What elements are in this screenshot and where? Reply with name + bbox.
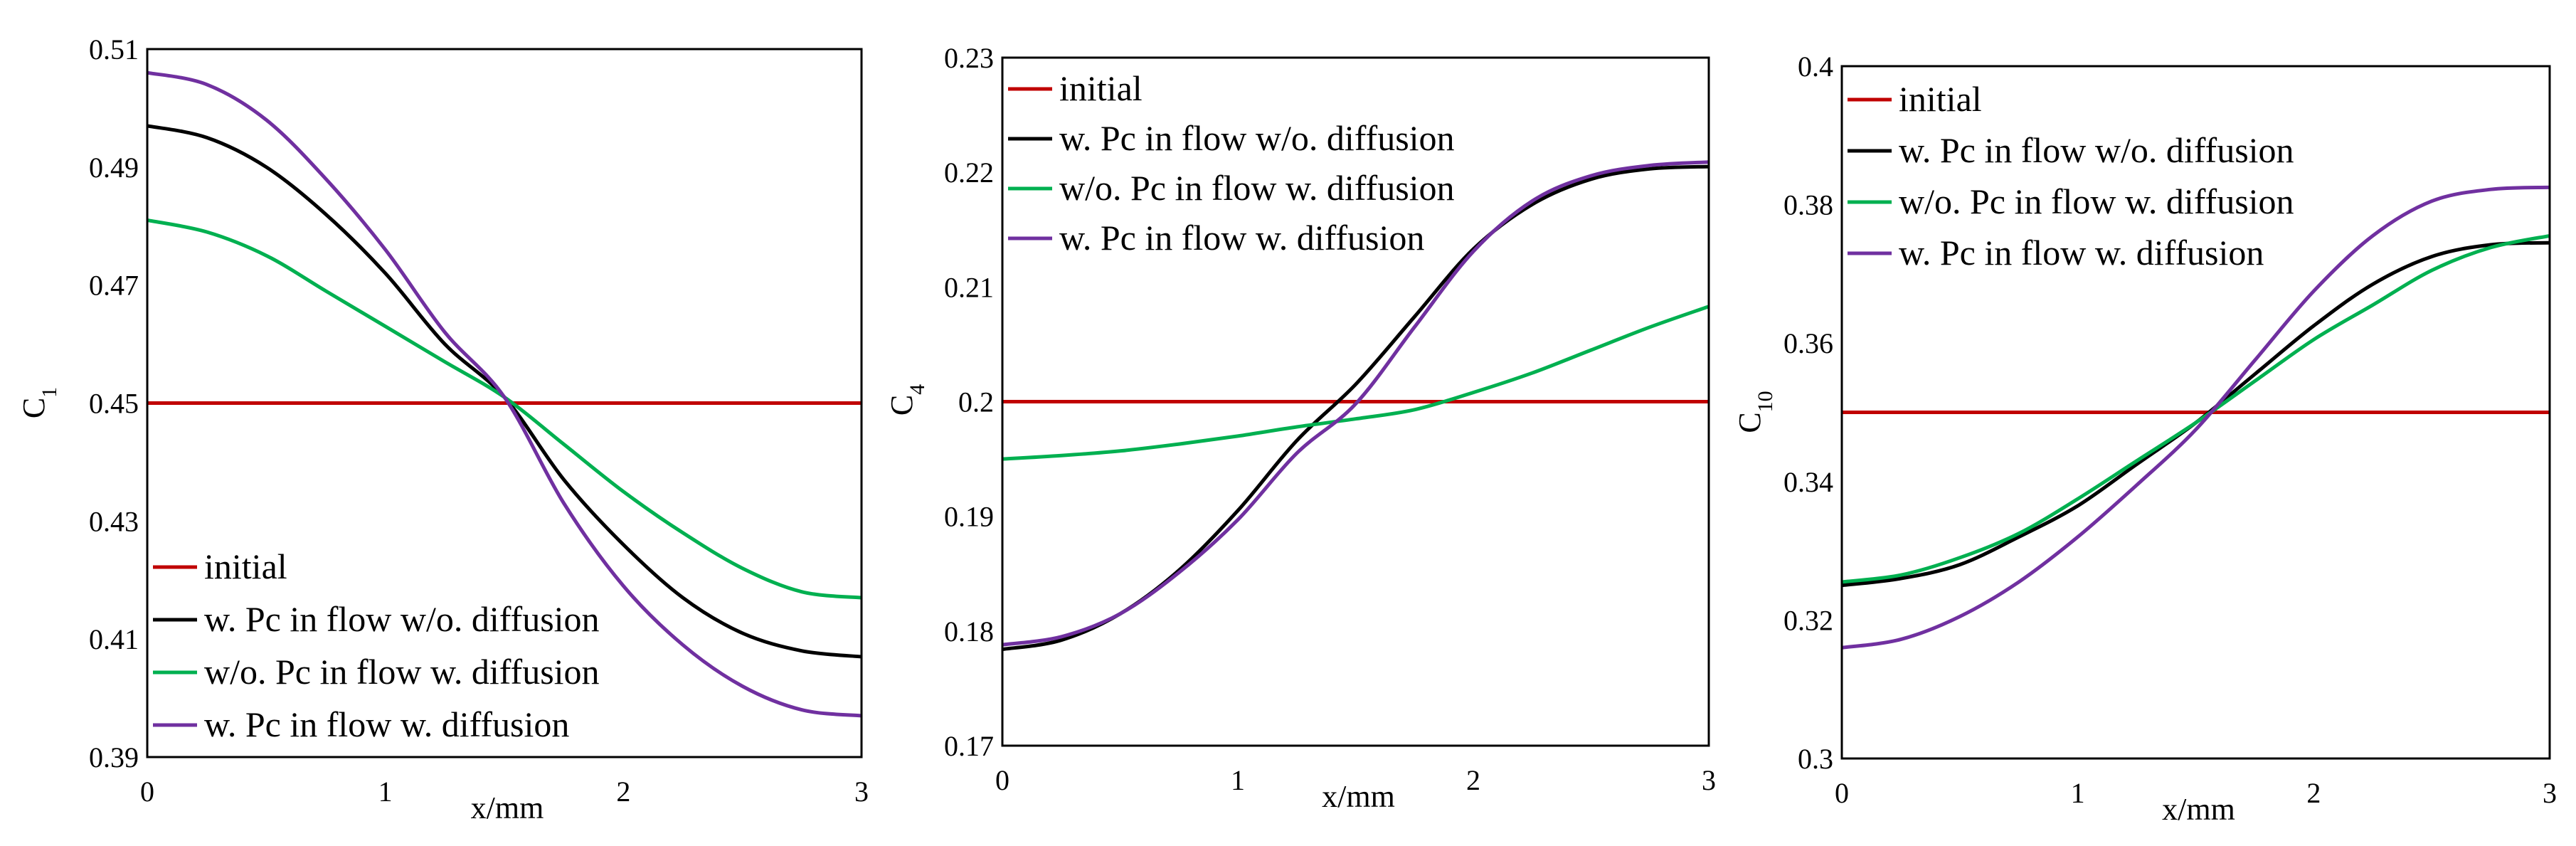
y-tick-label-c1: 0.49 <box>89 152 139 184</box>
chart-c4: 0.17 0.18 0.19 0.2 0.21 0.22 0.23 0 1 2 3 x/mm C4 ini… <box>884 42 1716 814</box>
y-tick-label-c1: 0.45 <box>89 388 139 420</box>
legend-label-c1-2: w/o. Pc in flow w. diffusion <box>204 652 600 692</box>
legend-c1: initial w. Pc in flow w/o. diffusion w/o. … <box>153 546 600 744</box>
y-tick-label-c4: 0.18 <box>944 615 994 647</box>
y-tick-label-c1: 0.47 <box>89 270 139 302</box>
series-group <box>1002 160 1709 652</box>
y-tick-label-c10: 0.4 <box>1798 51 1833 83</box>
legend-label-c4-3: w. Pc in flow w. diffusion <box>1059 218 1424 258</box>
y-axis-title-c10: C10 <box>1732 391 1777 433</box>
series-line-c1-2 <box>147 218 862 600</box>
y-tick-label-c1: 0.41 <box>89 623 139 655</box>
y-axis-title-c4: C4 <box>884 384 929 416</box>
x-tick-label-c4: 2 <box>1466 764 1480 796</box>
x-tick-label-c10: 0 <box>1835 777 1849 809</box>
x-tick-label-c1: 2 <box>616 776 630 808</box>
x-tick-label-c4: 1 <box>1231 764 1245 796</box>
legend-label-c10-0: initial <box>1899 79 1982 119</box>
x-tick-label-c10: 3 <box>2543 777 2557 809</box>
legend-label-c10-2: w/o. Pc in flow w. diffusion <box>1899 181 2294 221</box>
series-group <box>1842 185 2550 650</box>
y-tick-label-c10: 0.34 <box>1783 466 1833 498</box>
y-tick-label-c1: 0.51 <box>89 33 139 65</box>
x-tick-label-c4: 0 <box>995 764 1009 796</box>
x-tick-label-c10: 1 <box>2071 777 2085 809</box>
y-tick-label-c4: 0.2 <box>958 386 994 418</box>
plot-frame-c1 <box>146 48 863 758</box>
series-line-c10-2 <box>1842 233 2550 584</box>
y-tick-label-c4: 0.21 <box>944 271 994 303</box>
series-line-c4-3 <box>1002 160 1709 647</box>
x-tick-label-c4: 3 <box>1702 764 1716 796</box>
series-line-c10-3 <box>1842 185 2550 650</box>
series-line-c4-2 <box>1002 305 1709 461</box>
legend-label-c1-3: w. Pc in flow w. diffusion <box>204 704 569 744</box>
x-axis-title-c10: x/mm <box>2162 792 2235 827</box>
x-tick-label-c10: 2 <box>2306 777 2321 809</box>
y-tick-label-c10: 0.38 <box>1783 189 1833 221</box>
y-tick-label-c10: 0.3 <box>1798 743 1833 775</box>
x-tick-label-c1: 0 <box>140 776 154 808</box>
legend-c4: initial w. Pc in flow w/o. diffusion w/o. … <box>1008 68 1455 258</box>
y-tick-label-c4: 0.22 <box>944 157 994 189</box>
y-axis-title-c1: C1 <box>16 387 61 418</box>
chart-c1: 0.39 0.41 0.43 0.45 0.47 0.49 0.51 0 1 2 3 x/mm C1 in… <box>16 33 869 825</box>
legend-label-c10-3: w. Pc in flow w. diffusion <box>1899 233 2264 273</box>
y-tick-label-c4: 0.17 <box>944 730 994 762</box>
x-tick-label-c1: 3 <box>854 776 869 808</box>
legend-label-c1-1: w. Pc in flow w/o. diffusion <box>204 599 600 639</box>
x-axis-title-c1: x/mm <box>471 791 544 825</box>
chart-c10: 0.3 0.32 0.34 0.36 0.38 0.4 0 1 2 3 x/mm C10 initial… <box>1732 51 2557 827</box>
legend-c10: initial w. Pc in flow w/o. diffusion w/o. … <box>1848 79 2294 273</box>
plot-frame-c10 <box>1840 65 2551 760</box>
y-tick-label-c1: 0.43 <box>89 505 139 537</box>
y-tick-label-c4: 0.23 <box>944 42 994 74</box>
series-group <box>147 70 862 718</box>
series-line-c1-3 <box>147 70 862 718</box>
x-tick-label-c1: 1 <box>378 776 393 808</box>
y-tick-label-c4: 0.19 <box>944 501 994 533</box>
plot-frame-c4 <box>1001 56 1710 747</box>
legend-label-c4-1: w. Pc in flow w/o. diffusion <box>1059 118 1455 158</box>
legend-label-c4-0: initial <box>1059 68 1143 108</box>
x-axis-title-c4: x/mm <box>1322 779 1395 814</box>
y-tick-label-c1: 0.39 <box>89 741 139 773</box>
y-tick-label-c10: 0.32 <box>1783 604 1833 636</box>
legend-label-c1-0: initial <box>204 546 287 586</box>
y-tick-label-c10: 0.36 <box>1783 327 1833 359</box>
legend-label-c10-1: w. Pc in flow w/o. diffusion <box>1899 130 2294 170</box>
legend-label-c4-2: w/o. Pc in flow w. diffusion <box>1059 168 1455 208</box>
